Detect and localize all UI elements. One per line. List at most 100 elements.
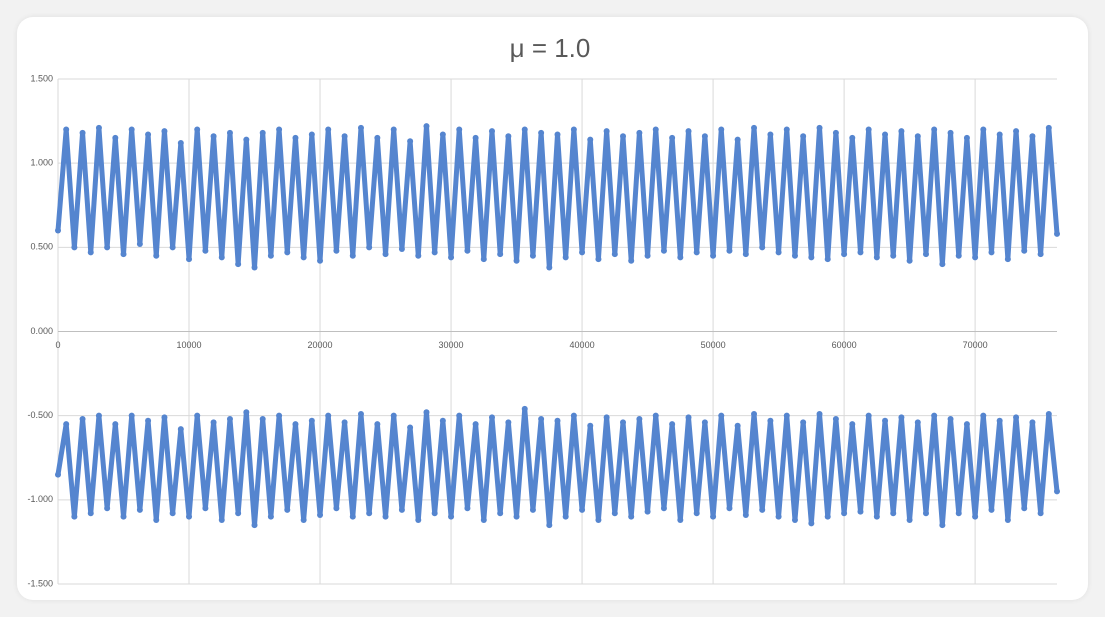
point — [644, 508, 651, 515]
point — [1013, 128, 1020, 135]
point — [226, 416, 233, 423]
point — [742, 251, 749, 258]
point — [579, 506, 586, 513]
point — [95, 124, 102, 131]
point — [366, 244, 373, 251]
point — [226, 129, 233, 136]
point — [701, 133, 708, 140]
point — [628, 257, 635, 264]
chart-title: μ = 1.0 — [510, 33, 591, 63]
point — [480, 517, 487, 524]
y-tick-label: -1.500 — [27, 578, 53, 588]
point — [570, 412, 577, 419]
point — [996, 131, 1003, 138]
point — [235, 261, 242, 268]
point — [947, 129, 954, 136]
point — [1037, 510, 1044, 517]
point — [87, 249, 94, 256]
point — [988, 249, 995, 256]
point — [218, 517, 225, 524]
point — [505, 419, 512, 426]
point — [398, 506, 405, 513]
point — [259, 129, 266, 136]
point — [276, 412, 283, 419]
point — [562, 513, 569, 520]
point — [783, 412, 790, 419]
point — [800, 419, 807, 426]
point — [849, 421, 856, 428]
point — [734, 136, 741, 143]
point — [120, 251, 127, 258]
point — [1021, 247, 1028, 254]
point — [644, 252, 651, 259]
point — [112, 421, 119, 428]
point — [677, 254, 684, 261]
point — [308, 417, 315, 424]
point — [849, 134, 856, 141]
point — [276, 126, 283, 133]
point — [120, 513, 127, 520]
point — [284, 249, 291, 256]
point — [882, 131, 889, 138]
y-tick-label: 1.500 — [30, 73, 53, 83]
y-tick-label: 0.500 — [30, 242, 53, 252]
point — [767, 417, 774, 424]
point — [922, 251, 929, 258]
point — [726, 247, 733, 254]
point — [415, 252, 422, 259]
point — [366, 510, 373, 517]
point — [456, 126, 463, 133]
point — [841, 510, 848, 517]
point — [988, 506, 995, 513]
point — [898, 128, 905, 135]
point — [128, 412, 135, 419]
point — [431, 249, 438, 256]
point — [251, 264, 258, 271]
point — [595, 256, 602, 263]
point — [693, 510, 700, 517]
point — [161, 414, 168, 421]
point — [554, 131, 561, 138]
point — [963, 421, 970, 428]
point — [824, 513, 831, 520]
point — [693, 249, 700, 256]
point — [398, 246, 405, 253]
x-tick-label: 20000 — [308, 340, 333, 350]
point — [292, 134, 299, 141]
point — [865, 412, 872, 419]
point — [652, 412, 659, 419]
point — [382, 251, 389, 258]
point — [357, 124, 364, 131]
point — [218, 254, 225, 261]
point — [611, 510, 618, 517]
y-tick-label: -0.500 — [27, 410, 53, 420]
point — [685, 128, 692, 135]
point — [603, 414, 610, 421]
point — [791, 517, 798, 524]
point — [1054, 488, 1060, 495]
point — [554, 417, 561, 424]
point — [95, 412, 102, 419]
point — [349, 513, 356, 520]
point — [955, 510, 962, 517]
point — [783, 126, 790, 133]
point — [931, 412, 938, 419]
point — [341, 133, 348, 140]
point — [1054, 230, 1060, 237]
point — [472, 421, 479, 428]
point — [636, 129, 643, 136]
point — [906, 517, 913, 524]
point — [579, 249, 586, 256]
point — [595, 517, 602, 524]
point — [243, 136, 250, 143]
point — [169, 244, 176, 251]
point — [669, 421, 676, 428]
point — [1004, 517, 1011, 524]
point — [1029, 133, 1036, 140]
point — [390, 412, 397, 419]
point — [963, 134, 970, 141]
point — [980, 126, 987, 133]
point — [914, 133, 921, 140]
point — [562, 254, 569, 261]
